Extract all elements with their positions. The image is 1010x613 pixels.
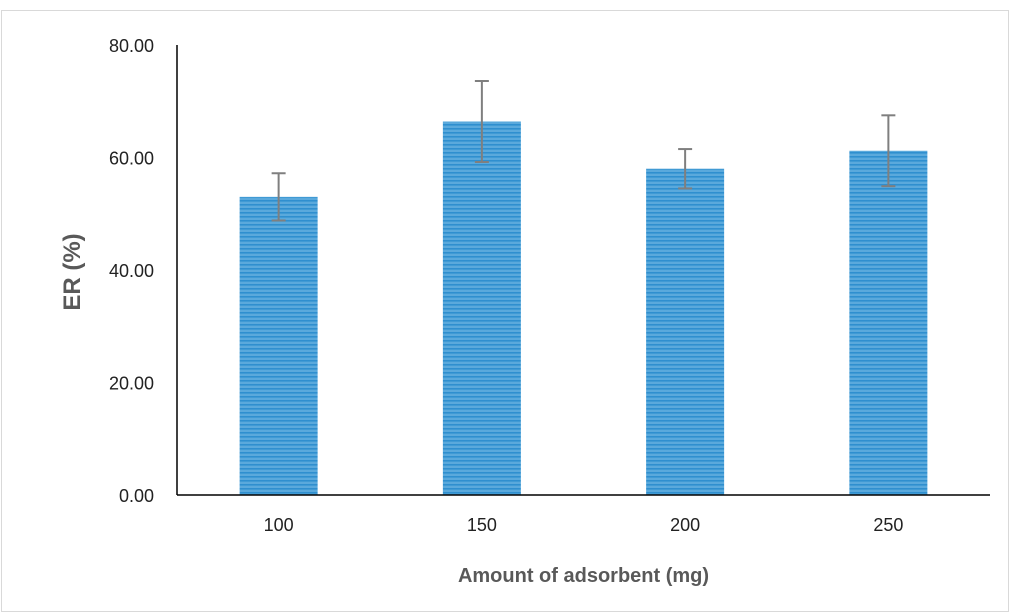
error-bars-layer — [271, 80, 896, 222]
error-bar-250 — [881, 114, 896, 188]
y-tick-label: 20.00 — [109, 374, 154, 394]
error-bar-150 — [474, 80, 489, 163]
x-tick-label: 150 — [467, 515, 497, 535]
x-tick-label: 250 — [873, 515, 903, 535]
bar-250 — [849, 150, 928, 495]
y-tick-label: 40.00 — [109, 261, 154, 281]
x-tick-label: 100 — [264, 515, 294, 535]
y-tick-label: 80.00 — [109, 36, 154, 56]
bar-200 — [646, 168, 725, 495]
chart-frame — [1, 10, 1009, 612]
bar-150 — [442, 121, 521, 495]
x-tick-label: 200 — [670, 515, 700, 535]
y-tick-label: 0.00 — [119, 486, 154, 506]
axes-layer — [176, 45, 990, 496]
x-axis-title: Amount of adsorbent (mg) — [458, 565, 709, 587]
x-tick-labels: 100 150 200 250 — [264, 515, 904, 535]
bars-layer — [239, 121, 928, 495]
error-bar-100 — [271, 172, 286, 222]
y-axis-title: ER (%) — [59, 233, 86, 310]
y-tick-labels: 0.00 20.00 40.00 60.00 80.00 — [109, 36, 154, 506]
y-tick-label: 60.00 — [109, 149, 154, 169]
error-bar-200 — [678, 148, 693, 190]
bar-100 — [239, 196, 318, 495]
